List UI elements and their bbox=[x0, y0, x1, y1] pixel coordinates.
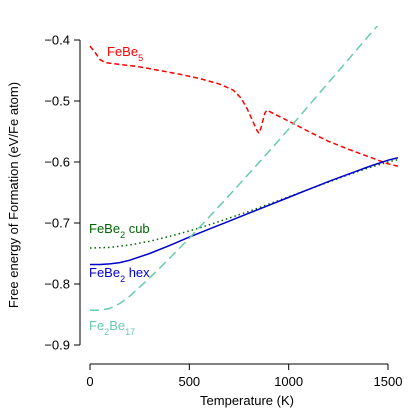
series-line-febe2-hex bbox=[90, 157, 399, 266]
x-tick-label: 0 bbox=[86, 374, 93, 389]
axes-layer: −0.9 −0.8 −0.7 −0.6 −0.5 −0.4 0 500 1000 1500 bbox=[44, 33, 402, 390]
x-tick-label: 1000 bbox=[274, 374, 303, 389]
x-tick-label: 500 bbox=[178, 374, 200, 389]
y-tick-label: −0.7 bbox=[44, 216, 70, 231]
series-line-febe5 bbox=[89, 45, 399, 167]
y-tick-label: −0.8 bbox=[44, 277, 70, 292]
y-tick-label: −0.4 bbox=[44, 33, 70, 48]
y-tick-label: −0.5 bbox=[44, 94, 70, 109]
series-layer bbox=[89, 26, 399, 311]
y-axis-label: Free energy of Formation (eV/Fe atom) bbox=[6, 82, 21, 308]
series-labels: FeBe5 FeBe2 cub FeBe2 hex Fe2Be17 bbox=[89, 44, 150, 337]
y-tick-label: −0.9 bbox=[44, 338, 70, 353]
series-label-febe2-hex: FeBe2 hex bbox=[89, 265, 150, 284]
y-tick-label: −0.6 bbox=[44, 155, 70, 170]
series-label-febe5: FeBe5 bbox=[107, 44, 143, 63]
series-label-febe2-cub: FeBe2 cub bbox=[89, 221, 150, 240]
series-label-fe2be17: Fe2Be17 bbox=[89, 318, 135, 337]
x-tick-label: 1500 bbox=[374, 374, 403, 389]
series-line-fe2be17 bbox=[90, 26, 379, 311]
x-axis-label: Temperature (K) bbox=[200, 393, 294, 408]
